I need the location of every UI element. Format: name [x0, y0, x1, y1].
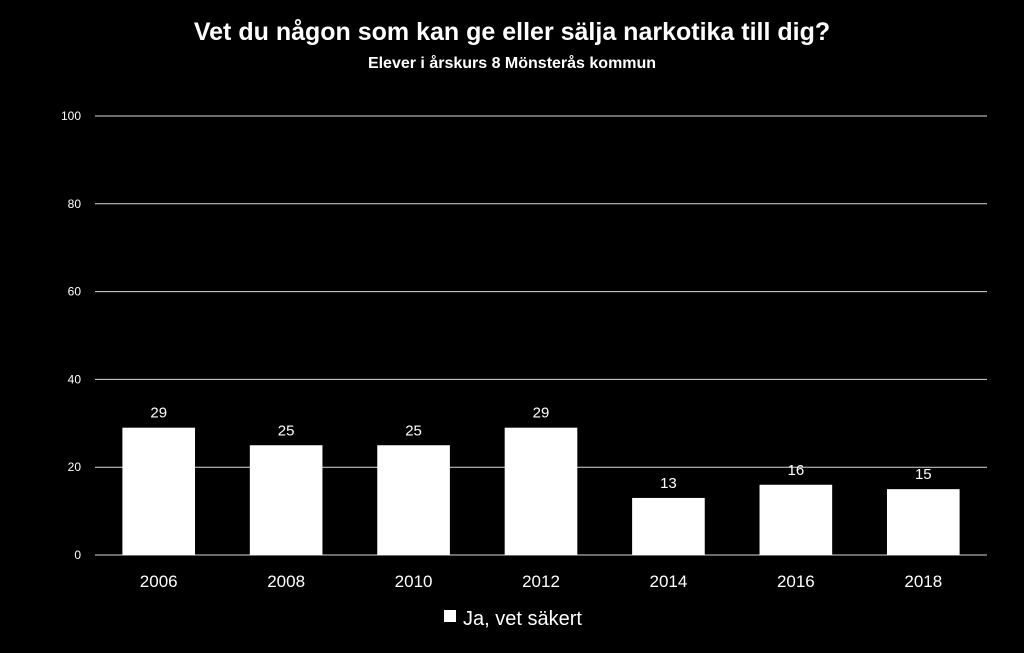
- data-label-2008: 25: [278, 422, 295, 439]
- chart-title: Vet du någon som kan ge eller sälja nark…: [193, 18, 831, 46]
- x-tick-label-2008: 2008: [267, 572, 305, 591]
- x-tick-label-2012: 2012: [522, 572, 560, 591]
- bar-2012: [504, 427, 578, 555]
- y-tick-label-40: 40: [68, 372, 82, 386]
- data-label-2018: 15: [915, 466, 932, 483]
- legend-label: Ja, vet säkert: [463, 608, 582, 630]
- y-tick-label-100: 100: [61, 109, 81, 123]
- y-tick-label-60: 60: [68, 285, 82, 299]
- x-tick-label-2014: 2014: [650, 572, 688, 591]
- y-tick-label-0: 0: [74, 548, 81, 562]
- bar-2014: [632, 497, 705, 555]
- bar-2010: [377, 445, 450, 555]
- chart-subtitle: Elever i årskurs 8 Mönsterås kommun: [367, 55, 657, 72]
- data-label-2012: 29: [533, 405, 550, 422]
- data-label-2006: 29: [150, 405, 167, 422]
- x-tick-label-2016: 2016: [777, 572, 815, 591]
- bar-2006: [122, 427, 196, 555]
- bar-2016: [759, 484, 833, 555]
- x-tick-label-2006: 2006: [140, 572, 178, 591]
- y-tick-label-20: 20: [68, 460, 82, 474]
- x-tick-label-2010: 2010: [395, 572, 433, 591]
- data-label-2014: 13: [660, 475, 677, 492]
- bar-2018: [886, 489, 960, 555]
- y-tick-label-80: 80: [68, 197, 82, 211]
- bar-2008: [249, 445, 323, 555]
- data-label-2010: 25: [405, 422, 422, 439]
- data-label-2016: 16: [788, 462, 805, 479]
- legend-swatch: [444, 610, 456, 622]
- x-tick-label-2018: 2018: [904, 572, 942, 591]
